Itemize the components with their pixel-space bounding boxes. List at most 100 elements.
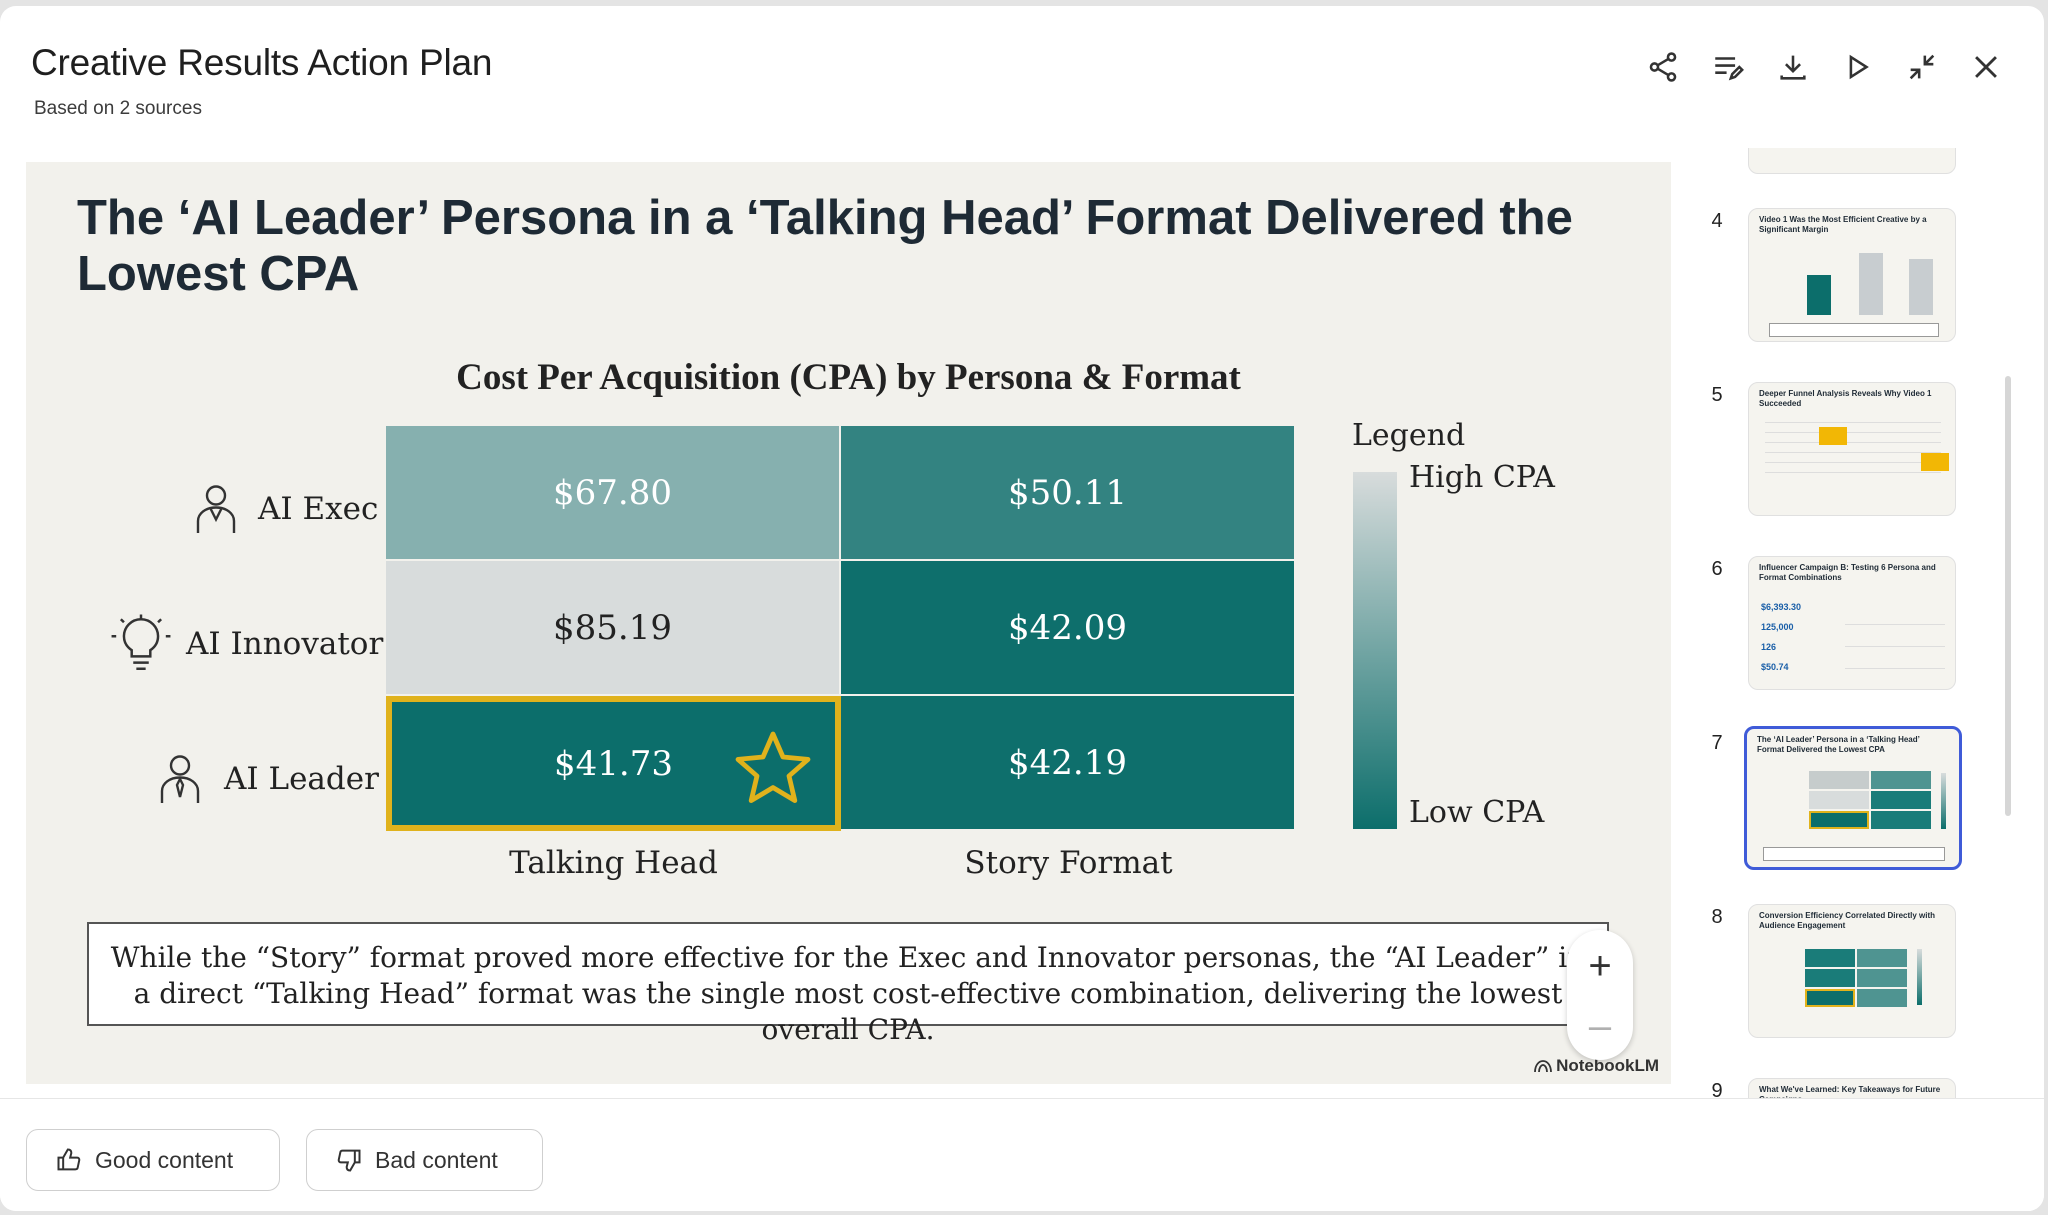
thumb-caption <box>1769 323 1939 337</box>
thumbnail-number: 5 <box>1711 384 1723 406</box>
thumb-legend <box>1917 949 1922 1005</box>
thumbnail-number: 9 <box>1711 1080 1723 1098</box>
thumbnail-title: Video 1 Was the Most Efficient Creative … <box>1759 215 1927 234</box>
close-icon <box>1975 56 1997 78</box>
legend-title: Legend <box>1352 418 1466 453</box>
bad-content-label: Bad content <box>375 1146 498 1173</box>
thumbnail-scrollbar[interactable] <box>2005 376 2011 816</box>
thumb-bar <box>1807 275 1831 315</box>
share-icon <box>1649 52 1677 82</box>
thumb-bar <box>1909 259 1933 315</box>
thumb-table <box>1765 413 1941 475</box>
thumb-legend <box>1941 773 1946 829</box>
thumb-cell <box>1857 949 1907 967</box>
slide-thumbnail-list[interactable]: 4 Video 1 Was the Most Efficient Creativ… <box>1700 148 2030 1098</box>
column-label-talking-head: Talking Head <box>509 845 718 881</box>
heatmap-cell: $85.19 <box>386 561 841 696</box>
thumb-cell <box>1809 791 1869 809</box>
notebooklm-brand: NotebookLM <box>1534 1056 1659 1076</box>
thumb-highlight <box>1819 427 1847 445</box>
thumb-cell <box>1857 989 1907 1007</box>
close-button[interactable] <box>1961 42 2011 92</box>
thumbnail-slide-8[interactable]: Conversion Efficiency Correlated Directl… <box>1748 904 1956 1038</box>
row-label-ai-innovator: AI Innovator <box>110 594 383 694</box>
thumbnail-slide-4[interactable]: Video 1 Was the Most Efficient Creative … <box>1748 208 1956 342</box>
row-label-text: AI Exec <box>258 491 379 527</box>
row-label-text: AI Leader <box>224 761 379 797</box>
collapse-icon <box>1909 54 1935 80</box>
heatmap-cell: $42.09 <box>841 561 1296 696</box>
good-content-button[interactable]: Good content <box>26 1129 280 1191</box>
zoom-out-button[interactable]: – <box>1588 1003 1612 1048</box>
play-button[interactable] <box>1833 42 1883 92</box>
thumb-cell <box>1857 969 1907 987</box>
thumbnail-title: Conversion Efficiency Correlated Directl… <box>1759 911 1936 930</box>
thumbnail-title: Influencer Campaign B: Testing 6 Persona… <box>1759 563 1936 582</box>
heatmap-cell: $67.80 <box>386 426 841 561</box>
page-title: Creative Results Action Plan <box>31 42 493 83</box>
thumbs-up-icon <box>57 1148 81 1171</box>
feedback-footer: Good content Bad content <box>0 1098 2044 1211</box>
sources-count: Based on 2 sources <box>34 98 202 119</box>
bad-content-button[interactable]: Bad content <box>306 1129 543 1191</box>
thumbs-down-icon <box>337 1149 361 1172</box>
download-button[interactable] <box>1768 42 1818 92</box>
thumb-cell <box>1805 969 1855 987</box>
chart-title: Cost Per Acquisition (CPA) by Persona & … <box>456 357 1241 398</box>
thumbnail-title: What We've Learned: Key Takeaways for Fu… <box>1759 1085 1941 1098</box>
thumbnail-slide-6[interactable]: Influencer Campaign B: Testing 6 Persona… <box>1748 556 1956 690</box>
slide-viewer-dialog: Creative Results Action Plan Based on 2 … <box>0 6 2044 1211</box>
legend-low-label: Low CPA <box>1409 795 1545 830</box>
row-label-text: AI Innovator <box>186 626 384 662</box>
thumbnail-slide-5[interactable]: Deeper Funnel Analysis Reveals Why Video… <box>1748 382 1956 516</box>
zoom-controls: + – <box>1567 930 1633 1060</box>
edit-list-button[interactable] <box>1703 42 1753 92</box>
thumbnail-slide-9[interactable]: What We've Learned: Key Takeaways for Fu… <box>1748 1078 1956 1098</box>
thumbnail-title: The ‘AI Leader’ Persona in a ‘Talking He… <box>1757 735 1920 754</box>
zoom-in-button[interactable]: + <box>1588 943 1612 988</box>
play-icon <box>1849 54 1869 80</box>
good-content-label: Good content <box>95 1146 234 1173</box>
thumb-caption <box>1763 847 1945 861</box>
thumb-stat: $6,393.30 <box>1761 602 1802 612</box>
thumb-cell <box>1871 791 1931 809</box>
thumb-stat: 125,000 <box>1761 622 1794 632</box>
slide-preview: The ‘AI Leader’ Persona in a ‘Talking He… <box>26 162 1671 1084</box>
share-button[interactable] <box>1638 42 1688 92</box>
notebooklm-logo-icon <box>1534 1060 1552 1073</box>
thumbnail-number: 8 <box>1711 906 1723 928</box>
thumb-cell <box>1805 949 1855 967</box>
thumbnail-number: 7 <box>1711 732 1723 754</box>
person-tie-icon <box>160 755 200 803</box>
row-label-ai-exec: AI Exec <box>186 459 378 559</box>
legend-color-scale <box>1353 472 1397 829</box>
thumb-highlight <box>1921 453 1949 471</box>
thumb-stat: $50.74 <box>1761 662 1789 672</box>
legend-high-label: High CPA <box>1409 460 1555 495</box>
lightbulb-icon <box>111 614 171 671</box>
thumb-stat: 126 <box>1761 642 1777 652</box>
row-label-ai-leader: AI Leader <box>150 729 379 829</box>
person-icon <box>196 485 236 533</box>
download-icon <box>1780 55 1806 80</box>
heatmap-cell: $50.11 <box>841 426 1296 561</box>
heatmap-cell: $42.19 <box>841 696 1296 831</box>
heatmap-cell: $41.73 <box>386 696 841 831</box>
star-icon <box>735 731 811 803</box>
thumb-stats: $6,393.30 125,000 126 $50.74 <box>1761 597 1801 677</box>
column-label-story-format: Story Format <box>964 845 1173 881</box>
brand-text: NotebookLM <box>1556 1056 1659 1075</box>
thumbnail-number: 4 <box>1711 210 1723 232</box>
thumbnail-slide-7-active[interactable]: The ‘AI Leader’ Persona in a ‘Talking He… <box>1744 726 1962 870</box>
slide-title: The ‘AI Leader’ Persona in a ‘Talking He… <box>77 191 1573 301</box>
collapse-button[interactable] <box>1897 42 1947 92</box>
thumb-bar <box>1859 253 1883 315</box>
thumbnail-title: Deeper Funnel Analysis Reveals Why Video… <box>1759 389 1932 408</box>
thumbnail-slide-3[interactable] <box>1748 148 1956 174</box>
thumb-table <box>1845 603 1945 673</box>
thumb-cell <box>1805 989 1855 1007</box>
thumb-cell <box>1871 811 1931 829</box>
edit-list-icon <box>1715 57 1744 81</box>
slide-caption: While the “Story” format proved more eff… <box>87 922 1609 1046</box>
thumb-cell <box>1871 771 1931 789</box>
